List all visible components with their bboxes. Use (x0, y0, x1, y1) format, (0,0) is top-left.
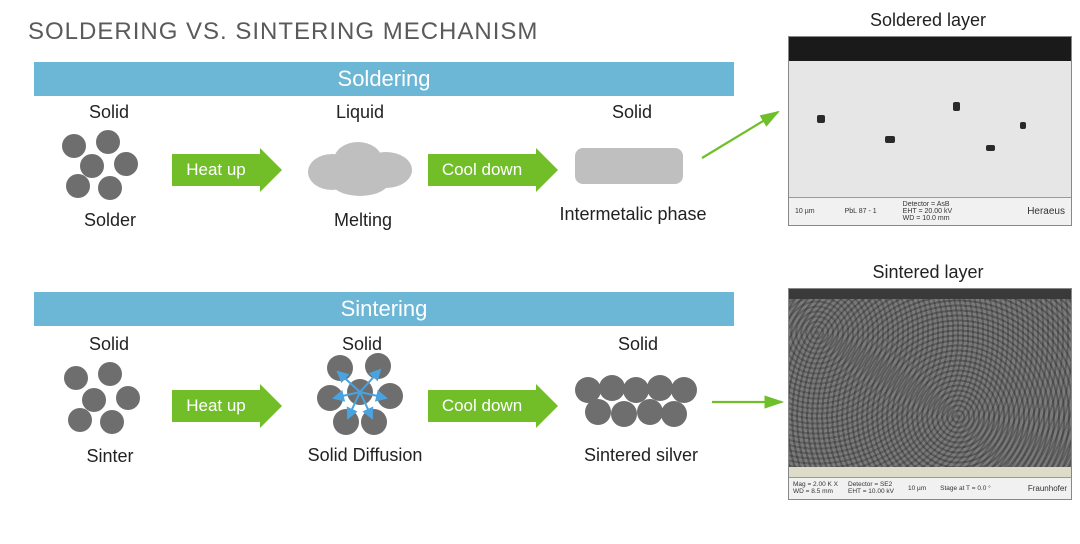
sintered-silver-icon (572, 374, 702, 432)
arrow-label: Cool down (428, 390, 536, 422)
soldering-stage2-state: Liquid (310, 102, 410, 123)
arrow-label: Heat up (172, 154, 260, 186)
sintering-stage2-label: Solid Diffusion (300, 446, 430, 466)
solder-particles-icon (56, 128, 166, 206)
sem-branding: Fraunhofer (1028, 484, 1067, 493)
link-arrow-sintered (710, 392, 790, 412)
sintered-sem-image: Mag = 2.00 K X WD = 8.5 mm Detector = SE… (788, 288, 1072, 500)
sinter-particles-icon (56, 360, 166, 442)
sem-params: Detector = AsB EHT = 20.00 kV WD = 10.0 … (903, 201, 952, 222)
page-title: SOLDERING VS. SINTERING MECHANISM (28, 18, 538, 46)
soldering-arrow-heatup: Heat up (172, 148, 282, 192)
soldering-header: Soldering (34, 62, 734, 96)
arrow-label: Cool down (428, 154, 536, 186)
sintering-stage1-label: Sinter (60, 446, 160, 467)
liquid-cloud-icon (302, 136, 422, 198)
slide: { "title": "SOLDERING VS. SINTERING MECH… (0, 0, 1080, 544)
sem-sample: PbL 87 - 1 (845, 208, 877, 215)
soldered-sem-image: 10 µm PbL 87 - 1 Detector = AsB EHT = 20… (788, 36, 1072, 226)
sintering-stage1-state: Solid (64, 334, 154, 355)
soldering-stage1-state: Solid (64, 102, 154, 123)
sintering-stage3-state: Solid (588, 334, 688, 355)
sintered-image-caption: Sintered layer (788, 262, 1068, 283)
soldered-image-caption: Soldered layer (788, 10, 1068, 31)
soldering-stage1-label: Solder (60, 210, 160, 231)
soldering-stage3-state: Solid (582, 102, 682, 123)
sem-det: Detector = SE2 EHT = 10.00 kV (848, 482, 894, 495)
soldering-stage3-label: Intermetalic phase (558, 204, 708, 225)
arrow-label: Heat up (172, 390, 260, 422)
sem-stage: Stage at T = 0.0 ° (940, 485, 991, 492)
intermetallic-block-icon (575, 148, 683, 184)
sintering-arrow-cooldown: Cool down (428, 384, 558, 428)
sintering-stage3-label: Sintered silver (576, 446, 706, 466)
solid-diffusion-icon (308, 352, 418, 446)
soldering-stage2-label: Melting (308, 210, 418, 231)
sem-mag: Mag = 2.00 K X WD = 8.5 mm (793, 482, 838, 495)
sem-scale: 10 µm (795, 208, 815, 215)
sem-scale: 10 µm (908, 485, 926, 492)
sintering-arrow-heatup: Heat up (172, 384, 282, 428)
link-arrow-soldered (698, 104, 788, 164)
sintering-header: Sintering (34, 292, 734, 326)
sem-branding: Heraeus (1027, 206, 1065, 217)
soldering-arrow-cooldown: Cool down (428, 148, 558, 192)
